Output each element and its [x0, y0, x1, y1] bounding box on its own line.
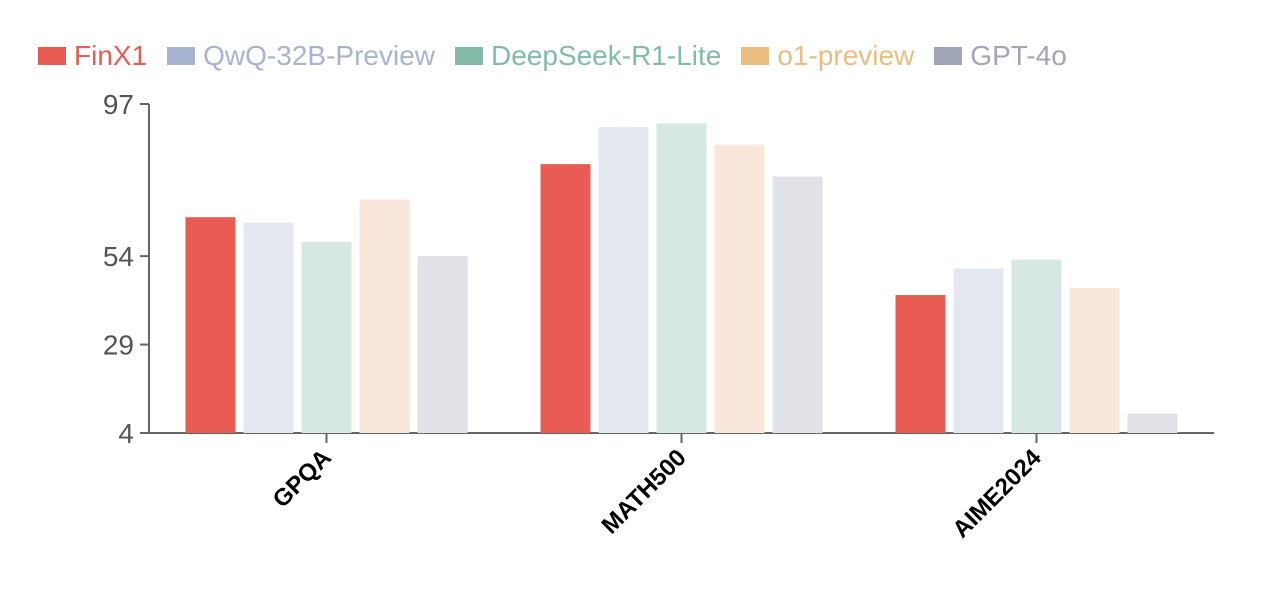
bar-gpt-4o-aime2024 [1127, 413, 1178, 433]
bar-deepseek-r1-lite-math500 [656, 123, 707, 434]
bar-deepseek-r1-lite-aime2024 [1011, 259, 1062, 433]
legend-item-deepseek-r1-lite[interactable]: DeepSeek-R1-Lite [455, 40, 721, 72]
legend-swatch [741, 47, 770, 65]
y-axis: 97 54 29 4 [103, 89, 149, 449]
x-tick-label-aime2024: AIME2024 [947, 444, 1047, 544]
y-tick-label: 4 [118, 418, 134, 449]
y-tick-label: 54 [103, 241, 134, 272]
bar-o1-preview-aime2024 [1069, 287, 1120, 433]
bar-finx1-gpqa [185, 217, 236, 433]
bar-qwq-32b-preview-math500 [598, 126, 649, 433]
legend-swatch [455, 47, 483, 65]
bar-qwq-32b-preview-gpqa [243, 222, 294, 433]
bar-o1-preview-math500 [714, 144, 765, 433]
y-tick-label: 97 [103, 89, 134, 120]
bars [185, 123, 1178, 434]
bar-finx1-math500 [540, 164, 591, 434]
bar-deepseek-r1-lite-gpqa [301, 241, 352, 433]
legend: FinX1 QwQ-32B-Preview DeepSeek-R1-Lite o1-p… [38, 40, 1087, 72]
legend-item-qwq-32b-preview[interactable]: QwQ-32B-Preview [167, 40, 435, 72]
x-axis: GPQA MATH500 AIME2024 [268, 433, 1047, 544]
legend-swatch [38, 47, 66, 65]
legend-item-finx1[interactable]: FinX1 [38, 40, 147, 72]
legend-swatch [934, 47, 963, 65]
bar-finx1-aime2024 [895, 295, 946, 433]
legend-label: FinX1 [74, 40, 148, 71]
legend-item-o1-preview[interactable]: o1-preview [741, 40, 914, 72]
legend-label: DeepSeek-R1-Lite [491, 40, 722, 71]
legend-label: QwQ-32B-Preview [203, 40, 435, 71]
legend-label: o1-preview [777, 40, 915, 71]
bar-gpt-4o-gpqa [417, 256, 468, 433]
legend-label: GPT-4o [970, 40, 1067, 71]
x-tick-label-math500: MATH500 [597, 444, 692, 539]
legend-item-gpt-4o[interactable]: GPT-4o [934, 40, 1067, 72]
x-tick-label-gpqa: GPQA [268, 444, 337, 513]
bar-o1-preview-gpqa [359, 199, 410, 433]
bar-qwq-32b-preview-aime2024 [953, 268, 1004, 433]
y-tick-label: 29 [103, 330, 134, 361]
bar-gpt-4o-math500 [772, 176, 823, 434]
legend-swatch [167, 47, 196, 65]
